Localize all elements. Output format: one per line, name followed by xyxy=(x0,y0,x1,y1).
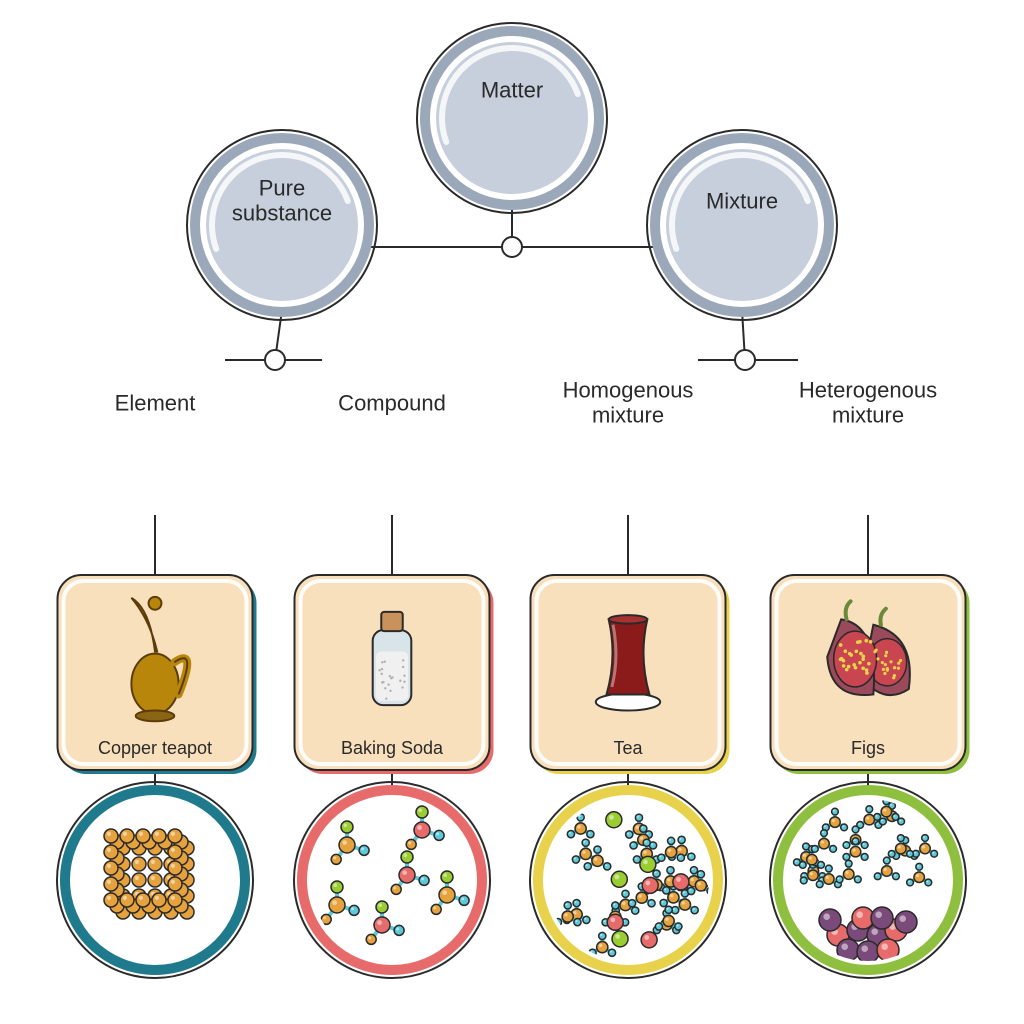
molecule-view-green xyxy=(770,782,966,978)
molecule-view-teal xyxy=(57,782,253,978)
molecule-view-red xyxy=(294,782,490,978)
node-mixture xyxy=(647,130,837,320)
example-card-teapot xyxy=(58,575,257,774)
example-card-figs xyxy=(771,575,970,774)
matter-diagram xyxy=(0,0,1024,1024)
example-card-jar xyxy=(295,575,494,774)
molecule-view-yellow xyxy=(530,782,726,978)
example-card-tea xyxy=(531,575,730,774)
node-matter xyxy=(417,23,607,213)
node-pure-substance xyxy=(187,130,377,320)
